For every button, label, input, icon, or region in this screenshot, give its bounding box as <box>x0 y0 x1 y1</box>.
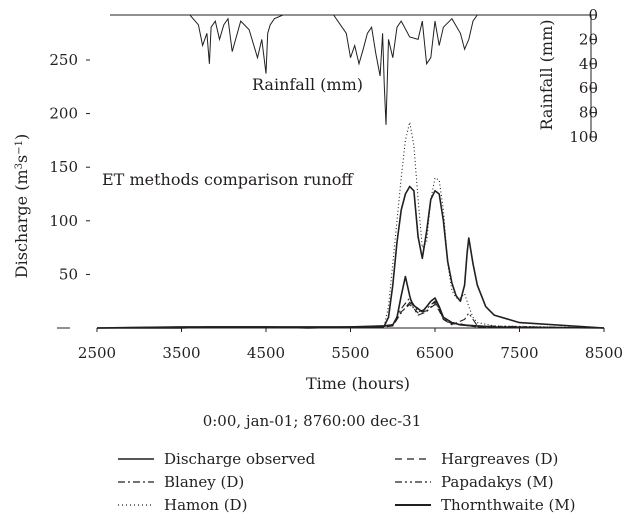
period-note: 0:00, jan-01; 8760:00 dec-31 <box>202 412 422 430</box>
y-tick-label: 100 <box>49 212 78 230</box>
chart-axes: 2500 3500 4500 5500 6500 7500 8500 50 100 150 200 2… <box>49 51 623 362</box>
rainfall-tick-label: 60 <box>579 79 598 97</box>
rainfall-tick-label: 20 <box>579 30 598 48</box>
legend-swatch-solid <box>118 458 154 460</box>
legend-swatch-dot <box>118 504 154 506</box>
legend-swatch-dashdotdot <box>395 481 431 483</box>
legend-label: Hamon (D) <box>164 496 248 514</box>
y-tick-label: 150 <box>49 158 78 176</box>
x-axis-label: Time (hours) <box>306 374 410 393</box>
legend-item-blaney: Blaney (D) <box>118 471 244 493</box>
legend-item-thornthwaite: Thornthwaite (M) <box>395 494 576 516</box>
rainfall-tick-label: 0 <box>588 6 598 24</box>
legend-swatch-dashdot <box>118 481 154 483</box>
rainfall-series-line <box>122 14 478 125</box>
legend-item-papadakys: Papadakys (M) <box>395 471 554 493</box>
y-axis-label: Discharge (m3s−1) <box>12 134 31 278</box>
series-line-hargreaves-d <box>97 303 605 329</box>
series-line-discharge-observed <box>97 275 605 329</box>
x-tick-label: 2500 <box>78 344 116 362</box>
rainfall-tick-label: 40 <box>579 55 598 73</box>
legend-swatch-solid-thick <box>395 504 431 506</box>
y-tick-label: 50 <box>59 265 78 283</box>
rainfall-plot: 0 20 40 60 80 100 <box>110 6 598 146</box>
rainfall-label: Rainfall (mm) <box>252 75 363 94</box>
x-tick-label: 7500 <box>500 344 538 362</box>
chart-title: ET methods comparison runoff <box>102 170 354 189</box>
legend-label: Blaney (D) <box>164 473 245 491</box>
legend-label: Papadakys (M) <box>441 473 554 491</box>
series-line-papadakys-m <box>97 301 605 329</box>
rainfall-tick-label: 100 <box>569 128 598 146</box>
series-line-hamon-d <box>96 121 605 329</box>
x-tick-label: 4500 <box>247 344 285 362</box>
series-line-thornthwaite-m <box>96 185 605 329</box>
y-tick-label: 250 <box>49 51 78 69</box>
legend-swatch-dash <box>395 458 431 460</box>
legend-label: Hargreaves (D) <box>441 450 559 468</box>
x-tick-label: 5500 <box>331 344 369 362</box>
legend-label: Discharge observed <box>164 450 316 468</box>
legend-item-discharge-observed: Discharge observed <box>118 448 315 470</box>
series-lines <box>96 121 605 329</box>
x-tick-label: 6500 <box>416 344 454 362</box>
runoff-chart: 2500 3500 4500 5500 6500 7500 8500501001502002… <box>12 6 623 393</box>
rainfall-tick-label: 80 <box>579 104 598 122</box>
legend-label: Thornthwaite (M) <box>441 496 576 514</box>
x-tick-label: 3500 <box>162 344 200 362</box>
rainfall-axis-label: Rainfall (mm) <box>537 20 556 131</box>
legend-item-hargreaves: Hargreaves (D) <box>395 448 558 470</box>
legend-item-hamon: Hamon (D) <box>118 494 247 516</box>
y-tick-label: 200 <box>49 105 78 123</box>
x-tick-label: 8500 <box>585 344 623 362</box>
